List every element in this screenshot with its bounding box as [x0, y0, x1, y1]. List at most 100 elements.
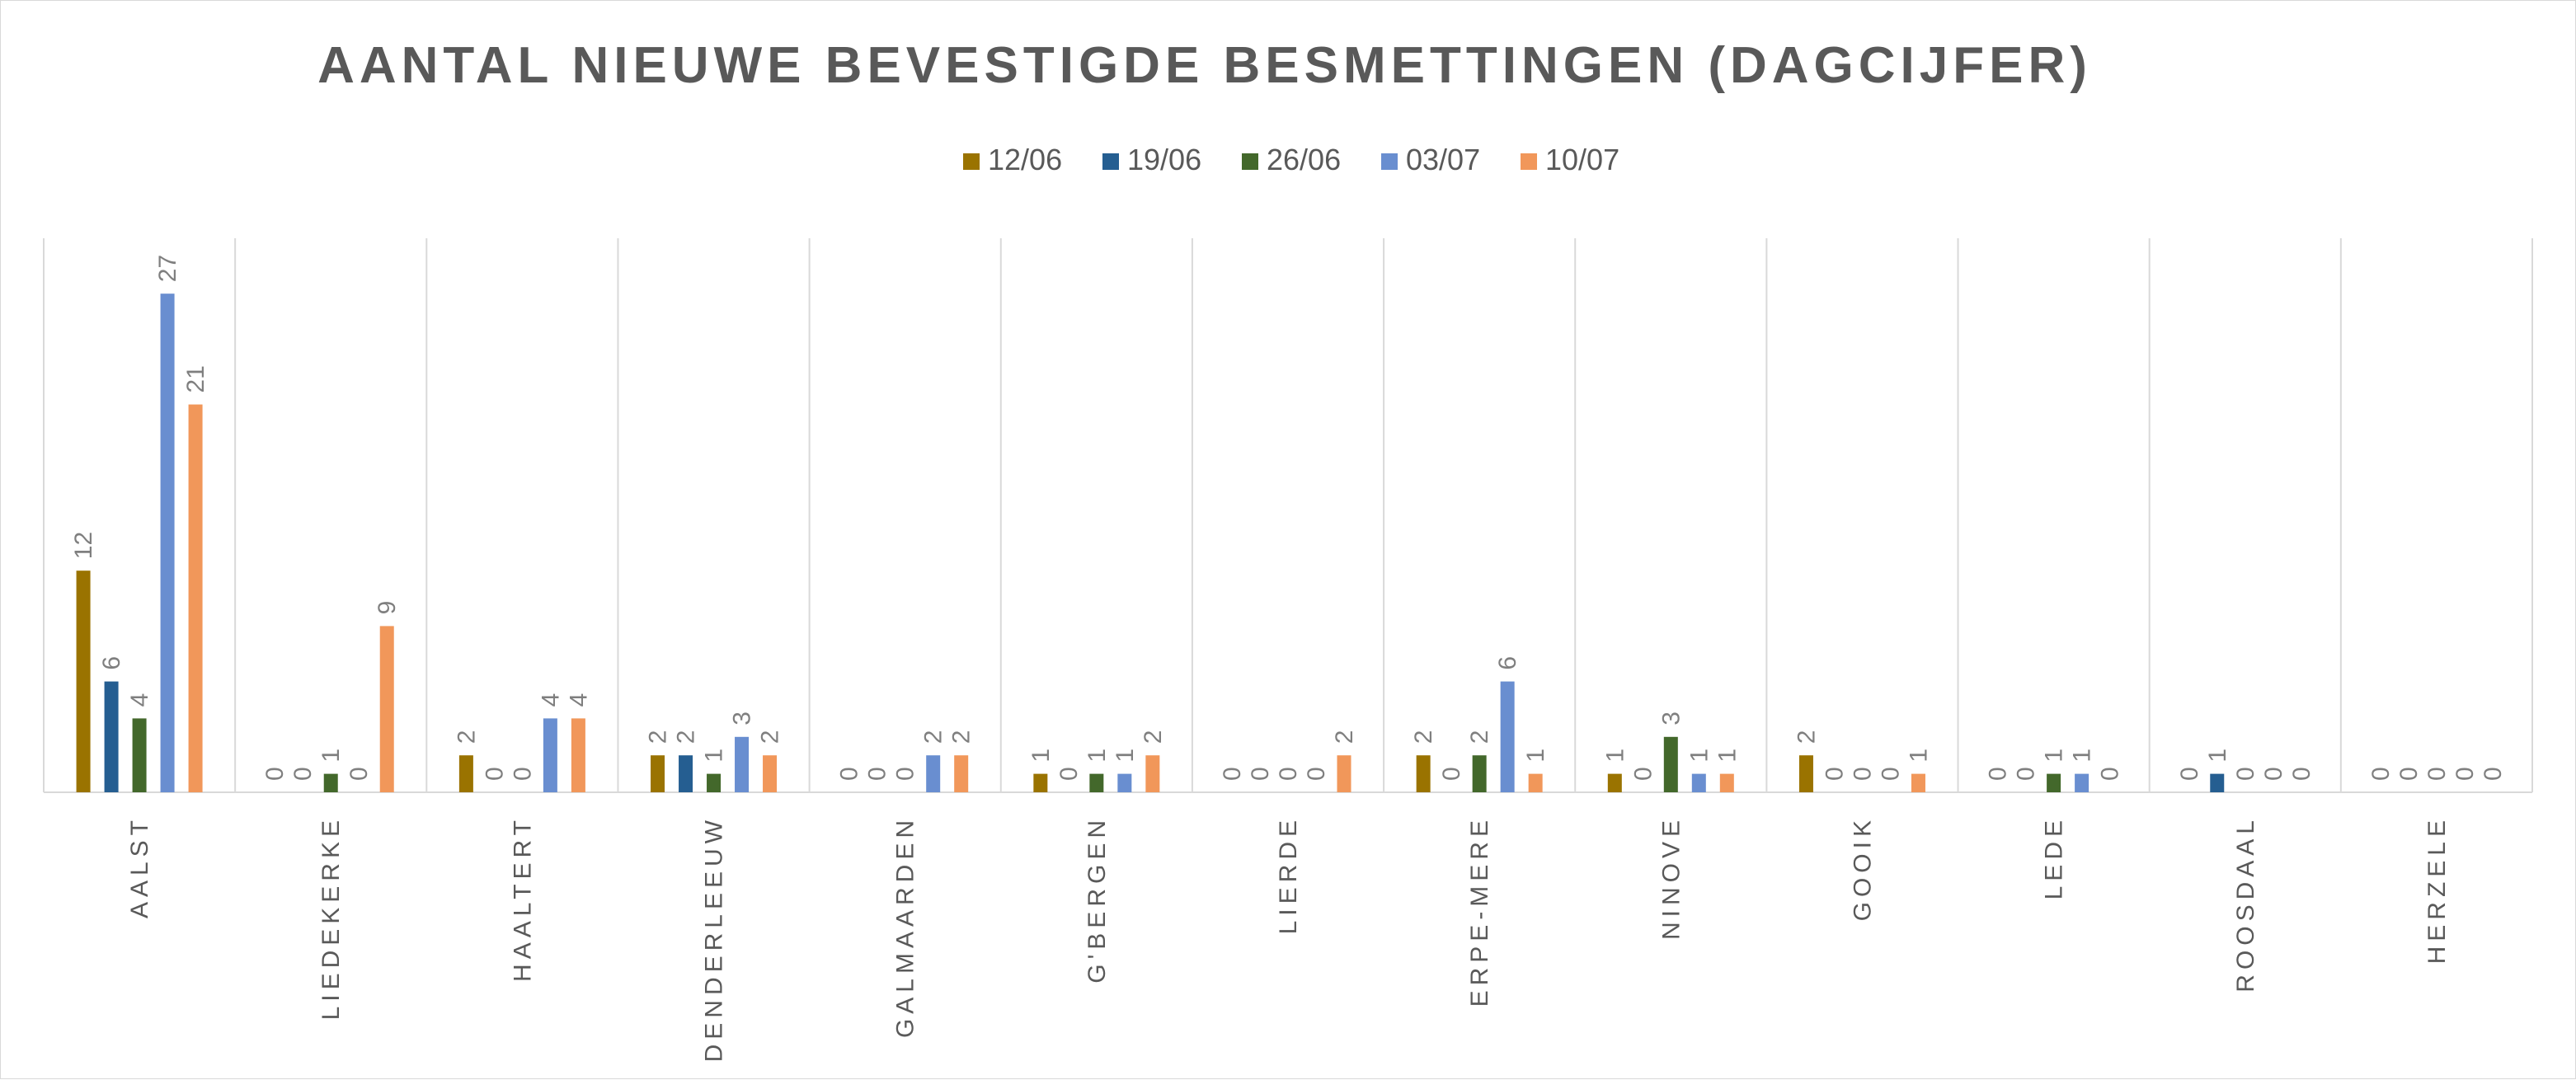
data-label: 0	[1821, 767, 1848, 781]
data-label: 4	[537, 693, 564, 707]
data-label: 4	[565, 693, 592, 707]
bar-10-07-galmaarden	[954, 755, 969, 792]
data-label: 0	[2423, 767, 2451, 781]
category-label: AALST	[126, 815, 153, 918]
bar-03-07-erpemere	[1500, 681, 1515, 792]
data-label: 2	[920, 730, 947, 744]
bar-26-06-lede	[2047, 773, 2061, 792]
bar-10-07-lierde	[1337, 755, 1351, 792]
data-label: 0	[1849, 767, 1876, 781]
bar-19-06-roosdaal	[2210, 773, 2225, 792]
bar-12-06-aalst	[76, 571, 91, 792]
data-label: 0	[1629, 767, 1657, 781]
data-label: 2	[1410, 730, 1437, 744]
category-label: G'BERGEN	[1084, 815, 1111, 984]
data-label: 0	[2097, 767, 2124, 781]
data-label: 1	[2041, 749, 2068, 763]
data-label: 0	[1275, 767, 1302, 781]
chart-title: AANTAL NIEUWE BEVESTIGDE BESMETTINGEN (D…	[317, 37, 2092, 94]
data-label: 1	[1601, 749, 1629, 763]
bar-10-07-aalst	[188, 404, 203, 792]
bar-10-07-erpemere	[1528, 773, 1543, 792]
data-label: 1	[701, 749, 728, 763]
category-label: LIEDEKERKE	[317, 815, 345, 1020]
bar-26-06-aalst	[132, 718, 147, 792]
category-label: HAALTERT	[509, 815, 536, 982]
data-label: 0	[509, 767, 536, 781]
bar-19-06-aalst	[104, 681, 119, 792]
category-label: GALMAARDEN	[892, 815, 919, 1038]
data-label: 2	[1331, 730, 1358, 744]
legend-entry: 26/06	[1267, 143, 1341, 176]
bar-03-07-galmaarden	[926, 755, 941, 792]
data-label: 6	[98, 656, 125, 670]
data-label: 2	[757, 730, 784, 744]
data-label: 0	[2176, 767, 2203, 781]
legend-swatch	[1381, 153, 1398, 170]
data-label: 1	[1905, 749, 1932, 763]
legend-swatch	[1242, 153, 1258, 170]
bar-03-07-ninove	[1691, 773, 1706, 792]
category-label: DENDERLEEUW	[701, 815, 728, 1062]
legend-entry: 10/07	[1545, 143, 1619, 176]
data-label: 0	[481, 767, 508, 781]
data-label: 1	[1084, 749, 1111, 763]
data-label: 2	[453, 730, 480, 744]
data-label: 6	[1494, 656, 1521, 670]
data-label: 2	[948, 730, 975, 744]
data-label: 4	[126, 693, 153, 707]
data-label: 0	[1877, 767, 1904, 781]
data-label: 2	[645, 730, 672, 744]
bar-10-07-ninove	[1719, 773, 1734, 792]
bar-12-06-ninove	[1607, 773, 1622, 792]
data-label: 9	[374, 601, 401, 615]
category-label: LEDE	[2041, 815, 2068, 899]
data-label: 0	[2288, 767, 2315, 781]
legend-swatch	[963, 153, 980, 170]
data-label: 1	[1522, 749, 1549, 763]
bar-12-06-denderleeuw	[651, 755, 665, 792]
data-label: 1	[1685, 749, 1713, 763]
category-label: GOOIK	[1849, 815, 1876, 921]
data-label: 0	[289, 767, 317, 781]
bar-10-07-haaltert	[571, 718, 585, 792]
data-label: 3	[729, 711, 756, 725]
category-label: LIERDE	[1275, 815, 1302, 934]
data-label: 0	[2367, 767, 2395, 781]
bar-26-06-liedekerke	[323, 773, 338, 792]
bar-12-06-erpemere	[1416, 755, 1431, 792]
bar-12-06-haaltert	[458, 755, 473, 792]
data-label: 0	[1219, 767, 1246, 781]
data-label: 2	[1140, 730, 1167, 744]
data-label: 0	[836, 767, 863, 781]
legend-entry: 03/07	[1406, 143, 1480, 176]
data-label: 1	[317, 749, 345, 763]
category-label: ERPE-MERE	[1466, 815, 1493, 1007]
data-label: 0	[261, 767, 289, 781]
bar-10-07-gbergen	[1145, 755, 1160, 792]
bar-10-07-gooik	[1911, 773, 1925, 792]
data-label: 1	[1027, 749, 1055, 763]
category-label: HERZELE	[2423, 815, 2451, 964]
bar-03-07-gbergen	[1117, 773, 1132, 792]
bar-26-06-gbergen	[1089, 773, 1104, 792]
data-label: 0	[864, 767, 891, 781]
data-label: 12	[70, 532, 97, 559]
bar-12-06-gbergen	[1033, 773, 1048, 792]
bar-03-07-haaltert	[543, 718, 557, 792]
data-label: 0	[346, 767, 373, 781]
data-label: 0	[2232, 767, 2259, 781]
legend-entry: 19/06	[1127, 143, 1201, 176]
data-label: 0	[1247, 767, 1274, 781]
data-label: 0	[1438, 767, 1465, 781]
bar-03-07-lede	[2075, 773, 2089, 792]
data-label: 0	[2013, 767, 2040, 781]
data-label: 1	[2069, 749, 2096, 763]
legend-swatch	[1102, 153, 1119, 170]
data-label: 21	[182, 365, 209, 392]
data-label: 2	[1793, 730, 1820, 744]
bar-26-06-denderleeuw	[707, 773, 722, 792]
